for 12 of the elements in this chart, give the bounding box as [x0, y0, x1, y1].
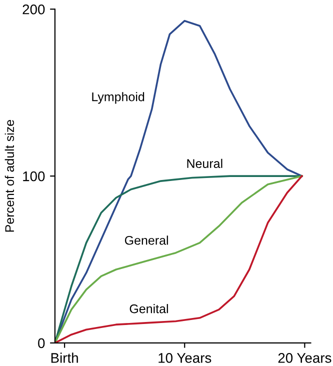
x-tick-label: 10 Years — [158, 353, 212, 363]
y-tick-label: 100 — [23, 171, 45, 182]
annotation: General — [124, 236, 168, 245]
line-series — [54, 175, 303, 343]
annotation: Genital — [130, 304, 168, 314]
x-tick-label: 20 Years — [278, 353, 332, 363]
annotation: Lymphoid — [92, 92, 144, 104]
y-axis-title: Percent of adult size — [4, 120, 14, 232]
y-tick-label: 0 — [38, 338, 45, 348]
x-tick-label: Birth — [51, 352, 78, 363]
y-tick-label: 200 — [22, 4, 45, 14]
annotation: Neural — [187, 158, 222, 168]
